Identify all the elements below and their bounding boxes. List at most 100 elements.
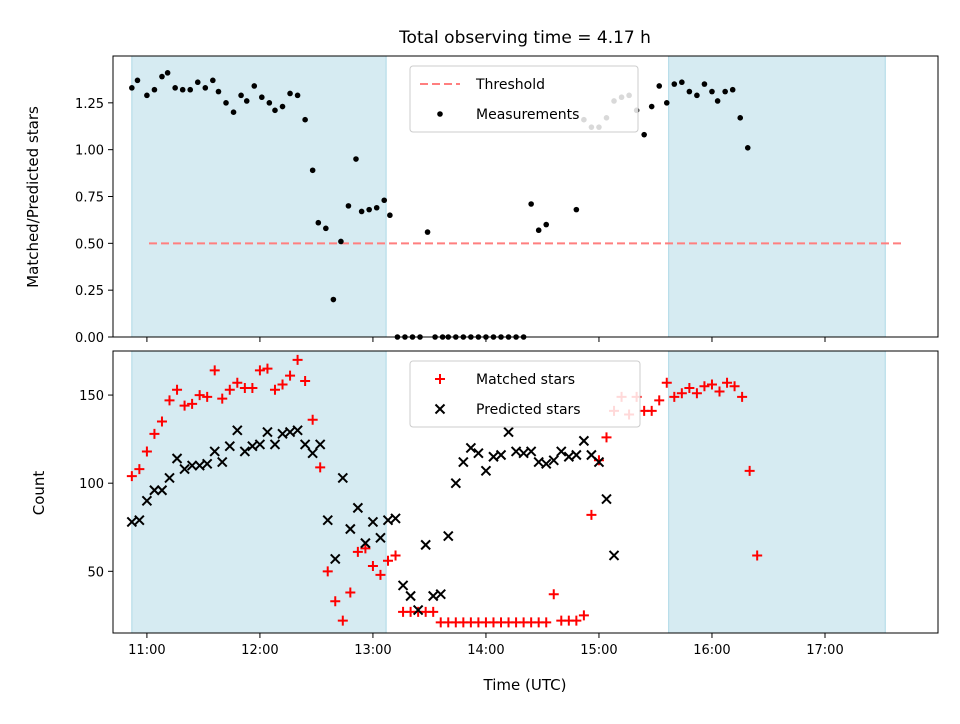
matched-stars-point xyxy=(209,365,220,376)
predicted-stars-point xyxy=(473,448,484,459)
predicted-stars-point xyxy=(518,448,529,459)
matched-stars-point xyxy=(307,414,318,425)
measurement-point xyxy=(259,94,265,101)
measurement-point xyxy=(373,204,380,211)
matched-stars-point xyxy=(578,610,589,621)
measurement-point xyxy=(215,88,222,95)
predicted-stars-point xyxy=(262,426,273,438)
x-tick-label: 11:00 xyxy=(128,643,165,658)
measurement-point xyxy=(302,116,308,123)
matched-stars-point xyxy=(375,569,386,580)
matched-stars-point xyxy=(661,377,672,388)
predicted-stars-point xyxy=(224,440,235,452)
measurement-point xyxy=(656,83,663,89)
measurement-point xyxy=(345,203,352,209)
predicted-stars-point xyxy=(322,514,333,526)
matched-stars-point xyxy=(548,589,559,600)
matched-stars-point xyxy=(315,462,326,473)
measurement-point xyxy=(129,85,135,91)
matched-stars-point xyxy=(172,384,183,395)
measurement-point xyxy=(387,212,393,219)
measurement-point xyxy=(663,100,670,106)
predicted-stars-point xyxy=(435,589,446,600)
predicted-stars-point xyxy=(571,449,582,461)
predicted-stars-point xyxy=(171,453,183,464)
measurement-point xyxy=(243,98,250,104)
matched-stars-point xyxy=(669,391,680,402)
matched-stars-point xyxy=(232,377,243,388)
measurement-point xyxy=(238,92,244,99)
predicted-stars-point xyxy=(593,456,605,468)
matched-stars-point xyxy=(601,432,612,443)
chart-title: Total observing time = 4.17 h xyxy=(398,28,651,48)
matched-stars-point xyxy=(383,555,393,566)
measurement-point xyxy=(151,86,158,93)
predicted-stars-point xyxy=(601,493,612,505)
measurement-point xyxy=(709,88,715,95)
matched-stars-point xyxy=(217,393,228,404)
top-y-axis-label: Matched/Predicted stars xyxy=(24,106,42,288)
matched-stars-point xyxy=(254,365,265,376)
predicted-stars-point xyxy=(525,446,537,457)
predicted-stars-point xyxy=(314,439,326,450)
legend-measurements-swatch xyxy=(437,111,443,117)
bottom-shaded-span-0 xyxy=(131,350,387,634)
measurement-point xyxy=(648,103,655,110)
predicted-stars-point xyxy=(277,428,288,440)
predicted-stars-point xyxy=(134,514,145,526)
measurement-point xyxy=(251,83,258,89)
matched-stars-point xyxy=(646,405,657,416)
matched-stars-point xyxy=(737,391,748,402)
measurement-point xyxy=(701,81,708,87)
predicted-stars-point xyxy=(232,425,243,436)
predicted-stars-point xyxy=(179,463,190,475)
measurement-point xyxy=(279,103,286,110)
bottom-y-tick-label: 50 xyxy=(87,565,104,580)
matched-stars-point xyxy=(292,354,303,365)
bottom-shaded-span-1 xyxy=(668,350,886,634)
x-axis-label: Time (UTC) xyxy=(483,676,567,694)
predicted-stars-point xyxy=(578,435,590,447)
top-legend: Threshold Measurements xyxy=(409,65,639,133)
x-tick-label: 15:00 xyxy=(580,643,617,658)
top-y-tick-label: 1.00 xyxy=(75,144,104,159)
predicted-stars-point xyxy=(156,485,168,496)
bottom-plot-frame xyxy=(112,350,939,634)
predicted-stars-point xyxy=(367,516,379,528)
measurement-point xyxy=(744,144,751,151)
legend-matched-swatch xyxy=(435,374,445,384)
matched-stars-point xyxy=(164,395,175,406)
measurement-point xyxy=(528,201,534,207)
top-y-tick-label: 0.00 xyxy=(75,331,104,346)
matched-stars-point xyxy=(330,596,341,607)
measurement-point xyxy=(686,88,693,95)
bottom-legend-box xyxy=(409,360,641,428)
measurement-point xyxy=(164,70,171,76)
measurement-point xyxy=(381,197,388,204)
predicted-stars-point xyxy=(299,439,311,450)
measurement-point xyxy=(714,98,721,104)
legend-label: Threshold xyxy=(475,77,545,93)
measurement-point xyxy=(230,109,237,115)
measurement-point xyxy=(172,85,178,91)
predicted-stars-point xyxy=(194,460,205,471)
measurement-point xyxy=(573,206,580,213)
matched-stars-point xyxy=(134,464,145,475)
matched-stars-point xyxy=(352,546,363,557)
matched-stars-point xyxy=(684,383,695,394)
predicted-stars-point xyxy=(382,514,394,526)
predicted-stars-point xyxy=(345,523,356,535)
predicted-stars-point xyxy=(412,604,424,616)
bottom-series-plus xyxy=(126,354,763,628)
bottom-legend: Matched stars Predicted stars xyxy=(409,360,641,428)
matched-stars-point xyxy=(390,550,401,561)
x-tick-label: 12:00 xyxy=(241,643,278,658)
legend-label: Measurements xyxy=(476,107,579,123)
matched-stars-point xyxy=(691,388,702,399)
predicted-stars-point xyxy=(209,446,220,457)
matched-stars-point xyxy=(428,606,439,617)
matched-stars-point xyxy=(187,398,198,409)
predicted-stars-point xyxy=(307,448,318,459)
bottom-y-tick-label: 100 xyxy=(79,477,104,492)
measurement-point xyxy=(330,296,337,303)
